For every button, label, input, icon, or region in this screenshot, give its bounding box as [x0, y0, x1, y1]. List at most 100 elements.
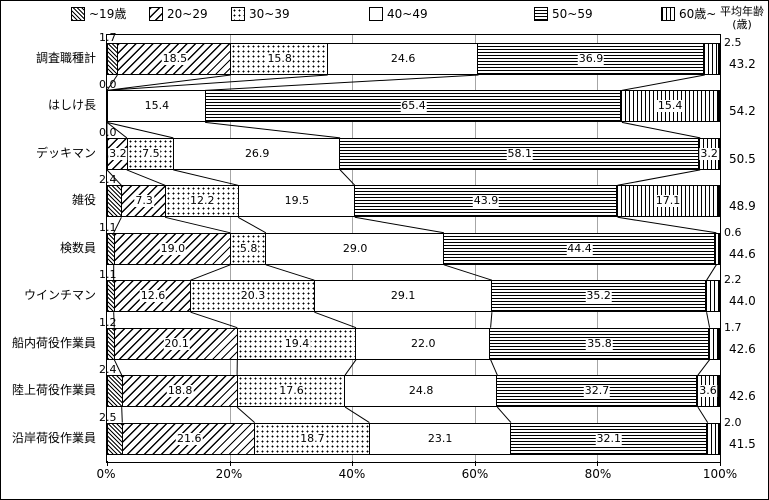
category-label: 雑役: [71, 193, 96, 208]
x-tick-mark: [107, 461, 108, 466]
series-line: [344, 359, 357, 376]
segment-value: 36.9: [577, 52, 605, 65]
segment-value: 32.1: [595, 431, 622, 445]
series-line: [490, 359, 498, 376]
series-line: [126, 169, 166, 186]
plot-area: 18.5 15.8 24.6 36.9 1.7 2.5 43.2 15.4 65.4 15.4 0.…: [99, 32, 756, 466]
series-line: [443, 264, 493, 281]
under19-value: 2.5: [99, 410, 117, 424]
over60-value: 2.2: [724, 273, 742, 287]
category-label: ウインチマン: [23, 288, 96, 303]
series-line: [113, 312, 115, 328]
category-label: 検数員: [59, 240, 96, 255]
bar-segment: [715, 233, 719, 264]
segment-value: 15.4: [656, 99, 684, 113]
over60-value: 0.6: [724, 225, 742, 239]
segment-value: 7.5: [141, 146, 161, 160]
series-line: [354, 216, 444, 234]
bar-segment: [108, 44, 119, 74]
series-line: [496, 406, 512, 423]
category-label: はしけ長: [47, 98, 96, 113]
under19-value: 0.0: [99, 78, 117, 92]
under19-value: 2.4: [99, 363, 117, 377]
under19-value: 1.7: [99, 31, 117, 44]
series-line: [617, 216, 717, 234]
series-line: [339, 169, 356, 186]
avg-header-line2: (歳): [732, 18, 752, 31]
category-label: 船内荷役作業員: [11, 335, 96, 350]
segment-value: 21.6: [176, 431, 203, 445]
legend-label: 20~29: [167, 7, 208, 21]
series-line: [236, 406, 256, 423]
age40-49-swatch-icon: [369, 7, 383, 21]
bar-segment: [706, 423, 719, 454]
average-age-value: 48.9: [729, 199, 756, 214]
series-line: [706, 312, 711, 328]
series-line: [121, 407, 123, 423]
segment-value: 20.1: [163, 336, 190, 350]
average-age-value: 44.6: [729, 246, 756, 261]
under19-value: 1.1: [99, 220, 117, 234]
segment-value: 32.7: [583, 384, 611, 398]
legend-item-40-49: 40~49: [369, 7, 428, 21]
stacked-bar: 15.4 65.4 15.4: [107, 90, 720, 123]
category-label: 沿岸荷役作業員: [11, 430, 96, 445]
stacked-bar: 3.2 7.5 26.9 58.1 3.2: [107, 137, 720, 170]
segment-value: 19.4: [283, 336, 311, 350]
bar-segment: [705, 281, 719, 312]
series-line: [164, 216, 231, 234]
age30-39-swatch-icon: [231, 7, 245, 21]
legend-item-30-39: 30~39: [231, 7, 290, 21]
series-line: [113, 359, 123, 376]
under19-value: 2.4: [99, 173, 117, 187]
bar-segment: [108, 233, 115, 264]
over60-value: 2.5: [724, 36, 742, 49]
segment-value: 3.2: [108, 146, 128, 160]
segment-value: 12.6: [139, 289, 167, 303]
x-tick-label: 20%: [215, 467, 243, 481]
series-line: [190, 264, 231, 281]
x-tick-label: 80%: [584, 467, 612, 481]
series-line: [237, 216, 267, 234]
series-line: [314, 311, 357, 329]
segment-value: 19.0: [159, 241, 187, 255]
series-line: [706, 264, 717, 281]
segment-value: 18.5: [161, 52, 189, 65]
bar-segment: [708, 328, 719, 359]
segment-value: 5.8: [238, 241, 259, 255]
legend-item-50-59: 50~59: [534, 7, 593, 21]
series-line: [106, 74, 328, 91]
series-line: [205, 121, 341, 139]
series-lines: [106, 74, 717, 424]
series-line: [621, 74, 705, 91]
age20-29-swatch-icon: [149, 7, 163, 21]
bar-segment: [108, 423, 124, 454]
legend-item-over60: 60歳~: [661, 7, 716, 21]
stacked-bar: 19.0 5.8 29.0 44.4: [107, 232, 720, 265]
segment-value: 22.0: [410, 336, 437, 350]
average-age-value: 42.6: [729, 389, 756, 404]
segment-value: 12.2: [189, 194, 216, 208]
age50-59-swatch-icon: [534, 7, 548, 21]
x-tick-mark: [352, 461, 354, 466]
segment-value: 3.6: [698, 384, 718, 398]
bar-segment: [165, 186, 239, 217]
average-age-value: 42.6: [729, 341, 756, 356]
series-line: [106, 169, 122, 186]
over60-value: 2.0: [724, 415, 742, 429]
segment-value: 23.1: [426, 431, 454, 445]
segment-value: 35.2: [585, 289, 612, 303]
stacked-bar: 18.8 17.6 24.8 32.7 3.6: [107, 375, 720, 408]
series-line: [106, 121, 174, 139]
average-age-value: 43.2: [729, 57, 756, 71]
segment-value: 35.8: [586, 336, 613, 350]
bar-segment: [255, 423, 370, 454]
bar-segment: [108, 186, 123, 217]
bar-segment: [108, 328, 116, 359]
legend-label: ~19歳: [89, 7, 127, 21]
series-line: [106, 74, 118, 91]
category-label: デッキマン: [35, 145, 96, 160]
bar-segment: [108, 376, 123, 407]
under19-value: 1.1: [99, 268, 117, 282]
